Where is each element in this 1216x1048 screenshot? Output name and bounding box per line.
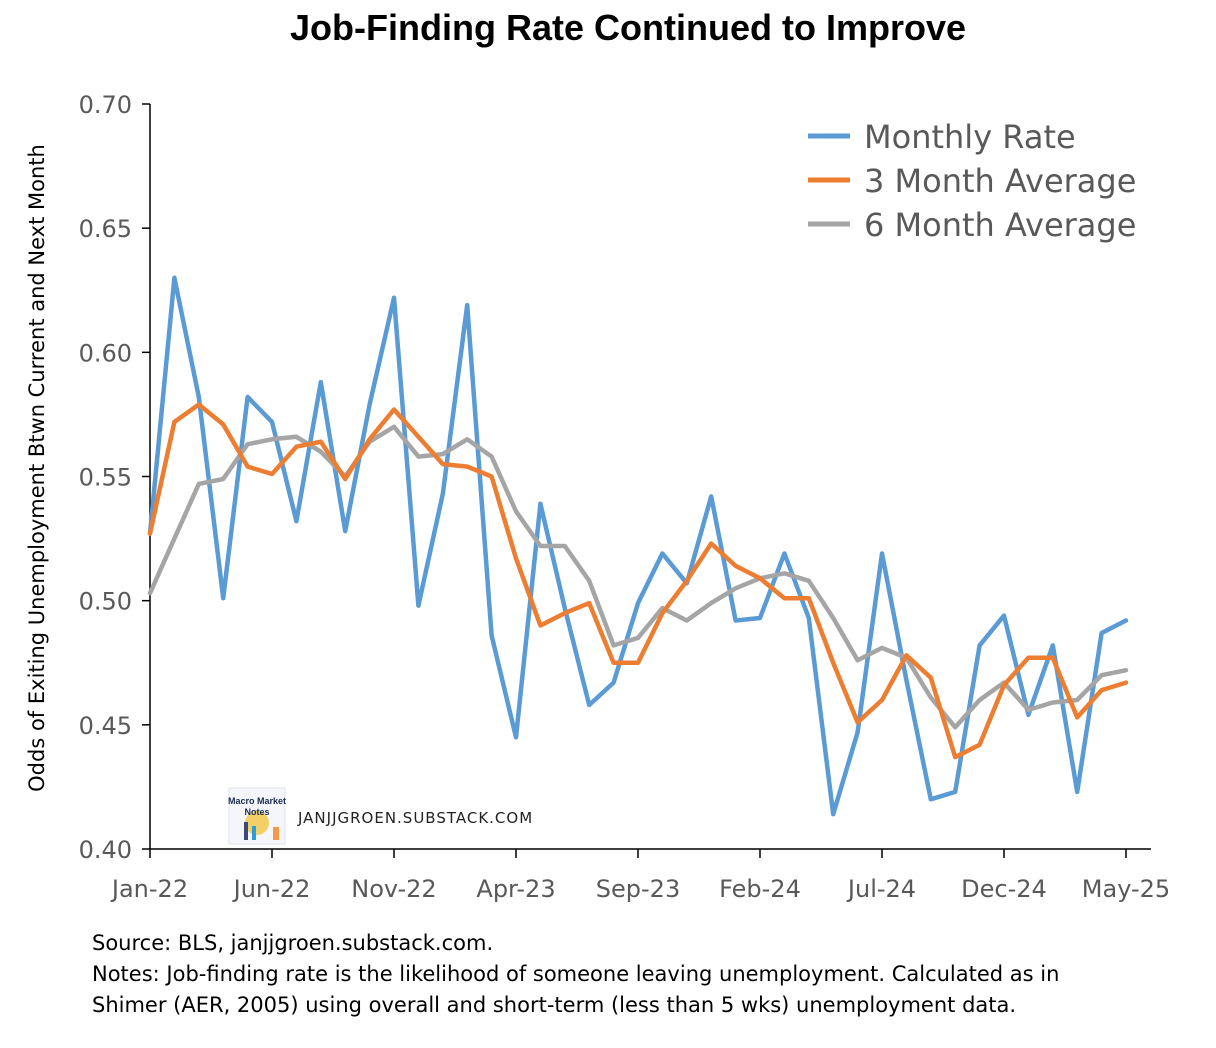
y-tick-label: 0.70 (79, 91, 132, 119)
notes-line-2: Shimer (AER, 2005) using overall and sho… (92, 993, 1017, 1017)
y-ticks: 0.40 0.45 0.50 0.55 0.60 0.65 0.70 (79, 91, 150, 864)
series-6-month-average (147, 424, 1129, 730)
x-tick-label: Feb-24 (719, 875, 801, 903)
x-tick-label: Sep-23 (596, 875, 680, 903)
svg-text:Macro Market: Macro Market (228, 796, 286, 806)
legend-monthly-rate-label: Monthly Rate (864, 118, 1076, 156)
y-tick-label: 0.50 (79, 588, 132, 616)
legend-6-month-average-label: 6 Month Average (864, 206, 1136, 244)
y-tick-label: 0.55 (79, 464, 132, 492)
y-axis-label: Odds of Exiting Unemployment Btwn Curren… (25, 144, 49, 792)
x-tick-label: Nov-22 (351, 875, 436, 903)
x-ticks: Jan-22 Jun-22 Nov-22 Apr-23 Sep-23 Feb-24 Jul-… (110, 849, 1170, 903)
y-tick-label: 0.60 (79, 339, 132, 367)
x-tick-label: Dec-24 (961, 875, 1047, 903)
series-3-month-average (147, 402, 1129, 760)
watermark-text: JANJJGROEN.SUBSTACK.COM (297, 809, 533, 827)
notes-line-1: Notes: Job-finding rate is the likelihoo… (92, 962, 1060, 986)
svg-text:Notes: Notes (244, 807, 269, 817)
y-tick-label: 0.65 (79, 215, 132, 243)
x-tick-label: May-25 (1082, 875, 1170, 903)
y-tick-label: 0.45 (79, 712, 132, 740)
chart-title: Job-Finding Rate Continued to Improve (290, 7, 966, 48)
x-tick-label: Jun-22 (232, 875, 311, 903)
legend: Monthly Rate 3 Month Average 6 Month Avera… (808, 118, 1136, 244)
source-note: Source: BLS, janjjgroen.substack.com. (92, 931, 494, 955)
series-monthly-rate (147, 275, 1129, 817)
legend-3-month-average-label: 3 Month Average (864, 162, 1136, 200)
x-tick-label: Jul-24 (846, 875, 916, 903)
y-tick-label: 0.40 (79, 836, 132, 864)
notes-block: Source: BLS, janjjgroen.substack.com. No… (92, 928, 1192, 1021)
macro-market-notes-logo: Macro Market Notes (228, 787, 286, 845)
x-tick-label: Jan-22 (110, 875, 188, 903)
watermark: Macro Market Notes JANJJGROEN.SUBSTACK.C… (228, 787, 533, 845)
series-lines (147, 275, 1129, 817)
x-tick-label: Apr-23 (476, 875, 555, 903)
